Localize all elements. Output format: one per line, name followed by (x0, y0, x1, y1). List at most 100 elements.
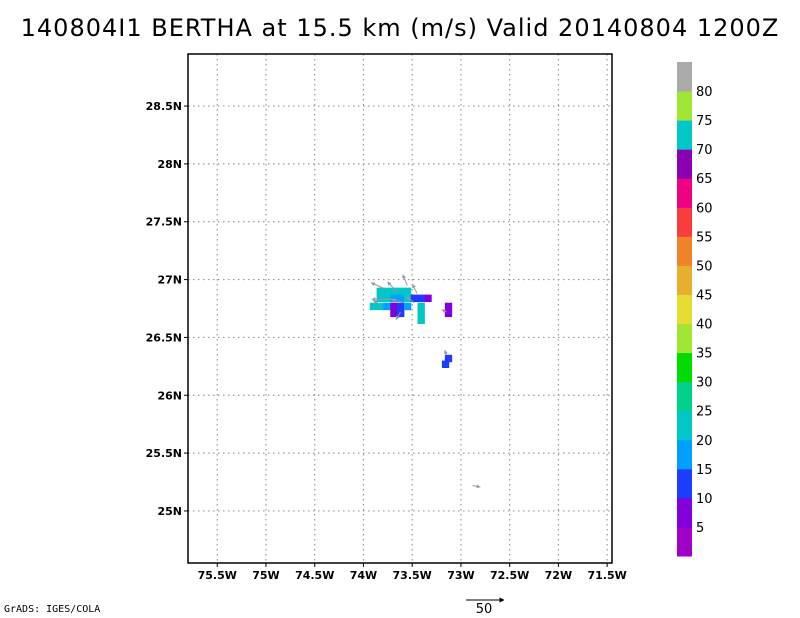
shading-cell (403, 302, 412, 311)
shading-cell (397, 287, 405, 296)
lat-tick-label: 25.5N (146, 447, 182, 460)
shading-cell (397, 294, 405, 303)
colorbar-swatch (677, 381, 692, 412)
wind-vector (412, 283, 418, 294)
lon-tick-label: 75.5W (198, 569, 237, 582)
colorbar-label: 60 (696, 201, 713, 216)
colorbar-label: 30 (696, 376, 713, 391)
colorbar-swatch (677, 439, 692, 470)
shading-cell (390, 294, 398, 303)
lat-tick-label: 26.5N (146, 331, 182, 344)
lat-lon-grid (188, 54, 612, 563)
colorbar-swatch (677, 207, 692, 237)
wind-vector (373, 300, 382, 306)
lat-tick-label: 27N (157, 274, 182, 287)
shading-cell (376, 302, 384, 311)
shading-cell (397, 309, 405, 318)
shading-cell (383, 287, 391, 296)
colorbar-label: 20 (696, 434, 713, 449)
shading-cell (376, 294, 384, 303)
shading-cell (397, 302, 405, 311)
shading-cell (417, 316, 425, 325)
wind-vector (395, 311, 401, 320)
wind-vector (402, 274, 408, 286)
colorbar-label: 75 (696, 114, 713, 129)
colorbar-label: 80 (696, 85, 713, 100)
map-title: 140804I1 BERTHA at 15.5 km (m/s) Valid 2… (20, 14, 780, 42)
lat-tick-label: 26N (157, 389, 182, 402)
lon-tick-label: 74.5W (295, 569, 334, 582)
wind-vector (391, 298, 405, 304)
colorbar-swatch (677, 178, 692, 208)
colorbar-swatch (677, 91, 692, 121)
lon-tick-label: 72.5W (490, 569, 529, 582)
lat-tick-label: 27.5N (146, 216, 182, 229)
shading-cell (417, 302, 425, 311)
lat-tick-label: 25N (157, 505, 182, 518)
wind-vector (406, 296, 415, 304)
lon-tick-label: 75W (252, 569, 279, 582)
colorbar-label: 55 (696, 230, 713, 245)
wind-vector (444, 349, 448, 355)
lon-tick-label: 71.5W (587, 569, 626, 582)
colorbar-swatch (677, 323, 692, 354)
wind-vector (370, 282, 386, 290)
shading-cell (383, 294, 391, 303)
colorbar-swatch (677, 468, 692, 499)
wind-shading (369, 287, 453, 368)
shading-cell (403, 287, 412, 296)
shading-cell (390, 309, 398, 318)
colorbar-swatch (677, 352, 692, 383)
colorbar-swatch (677, 236, 692, 266)
lon-tick-label: 72W (545, 569, 572, 582)
shading-cell (441, 360, 450, 368)
colorbar-swatch (677, 62, 692, 92)
grads-credit: GrADS: IGES/COLA (4, 604, 101, 615)
shading-cell (417, 294, 425, 303)
wind-vectors (370, 274, 481, 489)
shading-cell (444, 302, 453, 311)
colorbar-swatch (677, 497, 692, 528)
colorbar-label: 35 (696, 347, 713, 362)
colorbar-swatch (677, 149, 692, 179)
shading-cell (444, 309, 453, 318)
colorbar-label: 40 (696, 318, 713, 333)
shading-cell (417, 309, 425, 318)
colorbar-label: 65 (696, 172, 713, 187)
vector-key-label: 50 (476, 602, 493, 617)
lon-tick-label: 73W (447, 569, 474, 582)
colorbar-swatch (677, 294, 692, 325)
colorbar-swatch (677, 120, 692, 150)
shading-cell (383, 302, 391, 311)
colorbar-swatch (677, 410, 692, 441)
shading-cell (424, 294, 432, 303)
lat-tick-label: 28N (157, 158, 182, 171)
plot-frame (187, 53, 613, 564)
shading-cell (390, 287, 398, 296)
colorbar-swatch (677, 265, 692, 295)
colorbar-label: 5 (696, 521, 704, 536)
colorbar-label: 50 (696, 259, 713, 274)
shading-cell (403, 294, 412, 303)
colorbar-swatch (677, 526, 692, 557)
lat-tick-label: 28.5N (146, 100, 182, 113)
shading-cell (376, 287, 384, 296)
colorbar-label: 25 (696, 405, 713, 420)
wind-vector (472, 484, 481, 489)
lon-tick-label: 74W (350, 569, 377, 582)
colorbar-label: 10 (696, 492, 713, 507)
colorbar-label: 70 (696, 143, 713, 158)
shading-cell (444, 354, 453, 363)
shading-cell (390, 302, 398, 311)
latitude-labels: 28.5N 28N 27.5N 27N 26.5N 26N 25.5N 25N (146, 100, 188, 518)
colorbar-label: 45 (696, 288, 713, 303)
vector-key: 50 (466, 597, 505, 617)
shading-cell (410, 294, 419, 303)
longitude-labels: 75.5W 75W 74.5W 74W 73.5W 73W 72.5W 72W 71.5W (198, 563, 627, 582)
wind-vector (441, 309, 447, 314)
wind-vector (387, 281, 397, 292)
colorbar-label: 15 (696, 463, 713, 478)
lon-tick-label: 73.5W (393, 569, 432, 582)
colorbar: 5 10 15 20 25 30 35 40 45 50 55 60 65 70 75 80 (677, 62, 713, 557)
